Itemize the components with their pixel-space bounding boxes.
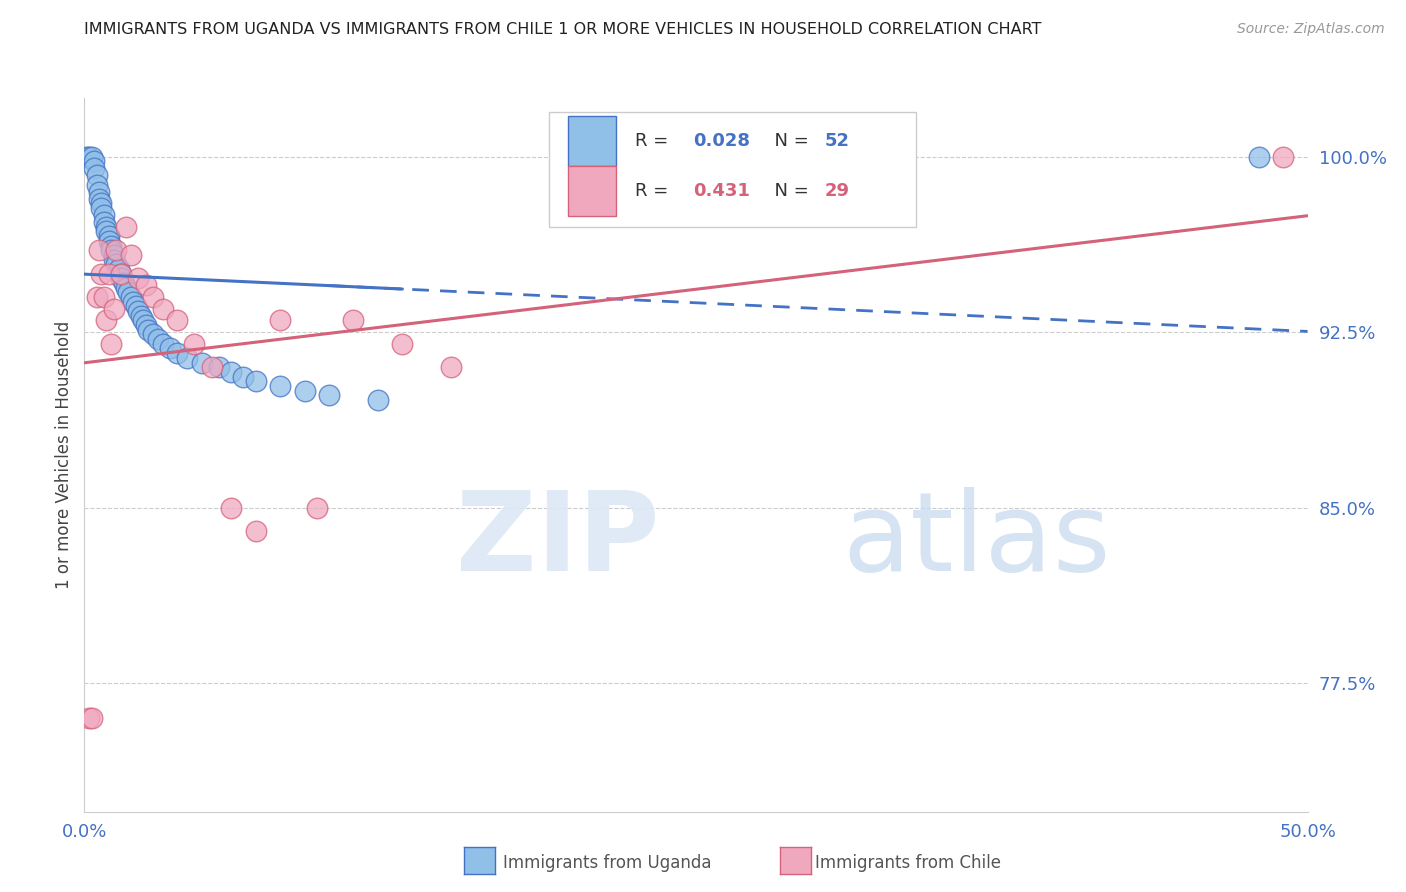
Point [96,219,118,234]
Text: Immigrants from Chile: Immigrants from Chile [815,854,1001,871]
Point [100,238,122,252]
Text: 0.431: 0.431 [693,182,751,200]
Point [208,360,231,375]
Point [125,299,148,313]
Point [105,243,128,257]
Point [97,267,120,281]
Text: N =: N = [763,182,814,200]
Point [86,178,108,192]
Point [136,323,159,337]
Point [142,290,165,304]
Point [83,154,105,169]
Point [103,248,125,262]
Point [103,301,125,316]
Point [93,290,115,304]
Point [166,346,188,360]
Point [1272,150,1295,164]
Point [87,243,110,257]
Text: N =: N = [763,132,814,150]
Point [152,336,174,351]
Text: Source: ZipAtlas.com: Source: ZipAtlas.com [1237,22,1385,37]
Text: atlas: atlas [842,487,1111,594]
Point [127,304,149,318]
Point [103,252,125,267]
Point [86,290,108,304]
Point [294,384,316,398]
Point [152,301,174,316]
Point [440,360,463,375]
Point [269,379,291,393]
Point [129,309,152,323]
Point [90,196,112,211]
Point [232,369,254,384]
Point [305,500,328,515]
Point [115,219,138,234]
Text: 52: 52 [824,132,849,150]
Point [100,336,122,351]
Point [367,392,389,407]
Point [100,243,122,257]
Point [183,336,205,351]
Point [96,313,118,327]
Point [142,327,165,342]
Point [86,169,108,183]
Point [166,313,188,327]
Point [159,342,181,356]
Point [105,257,128,271]
Point [90,267,112,281]
Point [93,208,115,222]
Point [146,332,169,346]
Point [120,248,142,262]
Text: 0.028: 0.028 [693,132,751,150]
Point [80,150,103,164]
Point [245,524,267,538]
FancyBboxPatch shape [568,116,616,166]
FancyBboxPatch shape [568,166,616,216]
Text: IMMIGRANTS FROM UGANDA VS IMMIGRANTS FROM CHILE 1 OR MORE VEHICLES IN HOUSEHOLD : IMMIGRANTS FROM UGANDA VS IMMIGRANTS FRO… [84,22,1042,37]
Point [90,201,112,215]
Point [97,234,120,248]
Point [87,185,110,199]
Point [1247,150,1270,164]
Point [115,280,138,294]
Point [80,711,103,725]
Point [110,267,132,281]
Y-axis label: 1 or more Vehicles in Household: 1 or more Vehicles in Household [55,321,73,589]
Point [200,360,222,375]
Point [176,351,198,365]
Point [87,192,110,206]
Point [120,290,142,304]
Text: R =: R = [636,182,673,200]
Point [269,313,291,327]
Point [96,225,118,239]
Point [110,267,132,281]
Point [83,161,105,176]
Point [110,271,132,285]
Point [77,150,100,164]
Point [245,374,267,388]
Point [127,271,149,285]
Point [97,229,120,244]
Point [219,365,242,379]
Point [132,313,155,327]
Point [135,278,157,293]
Point [135,318,157,332]
Text: Immigrants from Uganda: Immigrants from Uganda [503,854,711,871]
Point [107,261,129,276]
Point [77,711,100,725]
Point [112,276,135,290]
Text: R =: R = [636,132,673,150]
Point [342,313,364,327]
Point [76,150,98,164]
Point [318,388,340,402]
Text: ZIP: ZIP [456,487,659,594]
FancyBboxPatch shape [550,112,917,227]
Point [391,336,413,351]
Point [122,294,145,309]
Point [93,215,115,229]
Text: 29: 29 [824,182,849,200]
Point [117,285,139,300]
Point [191,355,214,369]
Point [219,500,242,515]
